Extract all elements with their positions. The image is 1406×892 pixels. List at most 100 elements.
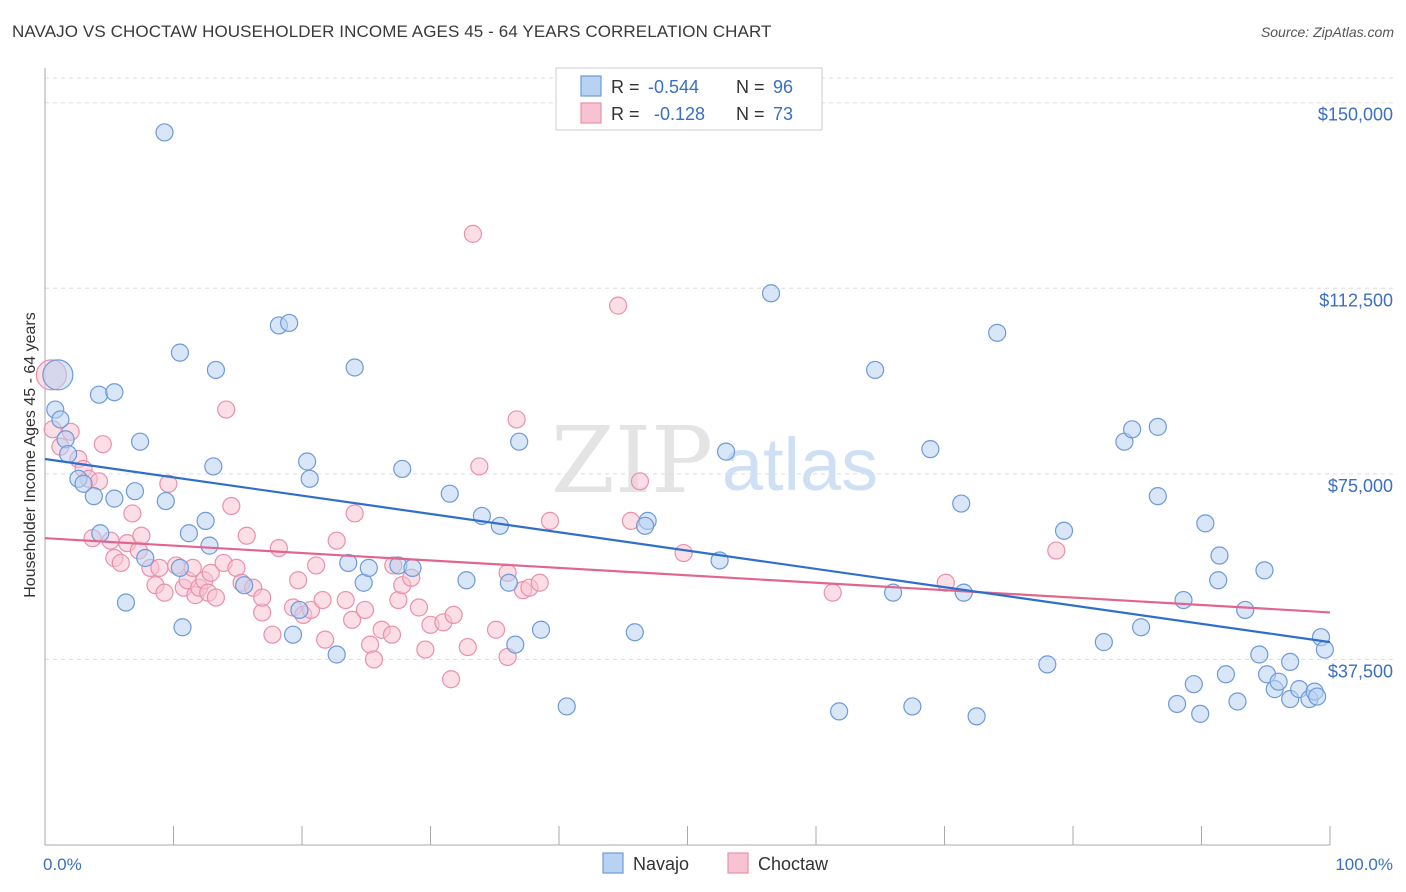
choctaw-point-48: [313, 590, 332, 610]
legend-r-label-navajo: R =: [611, 77, 640, 97]
source-label: Source: ZipAtlas.com: [1260, 24, 1394, 40]
navajo-point-17: [136, 548, 155, 568]
navajo-point-74: [1174, 590, 1193, 610]
navajo-point-88: [1281, 652, 1300, 672]
choctaw-point-51: [336, 590, 355, 610]
choctaw-point-71: [470, 457, 489, 476]
navajo-point-26: [235, 576, 254, 595]
navajo-point-22: [196, 511, 215, 530]
choctaw-point-40: [253, 588, 272, 607]
navajo-point-56: [830, 702, 849, 721]
navajo-point-80: [1216, 665, 1236, 684]
choctaw-point-20: [155, 583, 174, 602]
navajo-point-93: [1308, 687, 1327, 706]
navajo-point-83: [1250, 645, 1269, 664]
navajo-point-39: [393, 459, 412, 479]
choctaw-point-72: [486, 620, 506, 639]
choctaw-point-33: [217, 400, 236, 419]
navajo-point-61: [952, 494, 971, 513]
navajo-point-71: [1148, 487, 1167, 506]
choctaw-point-70: [463, 224, 483, 243]
choctaw-point-30: [201, 563, 220, 582]
navajo-point-2: [51, 410, 70, 429]
navajo-point-69: [1123, 420, 1142, 439]
choctaw-point-9: [93, 435, 112, 454]
navajo-points: [42, 123, 1334, 726]
legend-swatch-choctaw: [580, 102, 602, 124]
choctaw-point-83: [674, 543, 693, 563]
axes: [44, 68, 1331, 846]
navajo-point-37: [359, 558, 378, 577]
navajo-point-42: [457, 571, 476, 590]
legend-n-label-navajo: N =: [736, 77, 765, 97]
navajo-point-9: [105, 383, 124, 402]
bottom-legend: Navajo Choctaw: [602, 852, 829, 874]
navajo-point-82: [1236, 600, 1255, 620]
choctaw-trend-line: [44, 537, 1331, 614]
trend-lines: [44, 457, 1331, 644]
navajo-point-76: [1191, 704, 1210, 723]
choctaw-point-52: [343, 610, 362, 629]
legend-swatch-navajo: [580, 75, 602, 97]
legend-n-label-choctaw: N =: [736, 104, 765, 124]
navajo-point-31: [298, 452, 317, 471]
navajo-point-11: [125, 482, 145, 501]
navajo-point-65: [1038, 655, 1057, 674]
navajo-point-20: [170, 558, 190, 577]
choctaw-point-80: [609, 296, 628, 315]
choctaw-point-42: [269, 538, 288, 558]
navajo-point-3: [56, 430, 75, 449]
navajo-point-14: [170, 343, 190, 362]
choctaw-point-49: [316, 630, 335, 649]
navajo-point-29: [283, 625, 303, 644]
choctaw-point-56: [364, 650, 384, 669]
bottom-legend-label-choctaw: Choctaw: [758, 854, 829, 874]
navajo-point-15: [179, 524, 199, 543]
navajo-point-73: [1167, 694, 1187, 714]
navajo-point-35: [345, 358, 364, 377]
navajo-point-77: [1196, 514, 1215, 533]
navajo-point-4: [59, 444, 78, 464]
navajo-point-72: [1148, 417, 1167, 436]
choctaw-point-64: [416, 640, 435, 659]
choctaw-point-85: [1047, 541, 1066, 560]
y-tick-label-3: $150,000: [1318, 105, 1393, 125]
choctaw-point-37: [237, 526, 256, 545]
choctaw-point-44: [289, 571, 308, 590]
navajo-point-57: [866, 360, 885, 380]
navajo-point-47: [510, 432, 529, 451]
choctaw-point-54: [355, 600, 375, 620]
navajo-point-45: [499, 573, 518, 592]
navajo-point-0: [42, 359, 74, 391]
choctaw-point-50: [327, 531, 346, 550]
navajo-point-84: [1255, 561, 1274, 580]
choctaw-point-53: [345, 504, 364, 523]
navajo-point-46: [506, 635, 525, 654]
navajo-point-40: [403, 558, 422, 577]
choctaw-point-84: [823, 583, 842, 602]
choctaw-point-58: [382, 625, 402, 644]
navajo-point-12: [130, 432, 150, 451]
navajo-point-60: [921, 440, 940, 459]
navajo-point-13: [156, 491, 175, 511]
navajo-point-63: [967, 707, 986, 726]
navajo-point-18: [116, 593, 136, 612]
navajo-point-67: [1094, 633, 1113, 652]
navajo-point-23: [200, 536, 219, 555]
choctaw-point-82: [630, 472, 650, 491]
navajo-point-87: [1269, 672, 1288, 691]
navajo-point-79: [1210, 546, 1229, 565]
navajo-point-81: [1228, 692, 1247, 711]
navajo-point-30: [290, 600, 309, 620]
navajo-point-32: [300, 469, 319, 488]
choctaw-point-31: [206, 588, 226, 607]
navajo-point-54: [716, 442, 736, 461]
legend-r-value-navajo: -0.544: [648, 77, 699, 97]
navajo-point-28: [280, 313, 299, 333]
legend: R = -0.544 N = 96 R = -0.128 N = 73: [555, 67, 823, 131]
navajo-point-41: [440, 484, 459, 503]
choctaw-point-79: [540, 511, 560, 530]
navajo-point-75: [1184, 675, 1203, 694]
navajo-point-21: [173, 618, 192, 637]
